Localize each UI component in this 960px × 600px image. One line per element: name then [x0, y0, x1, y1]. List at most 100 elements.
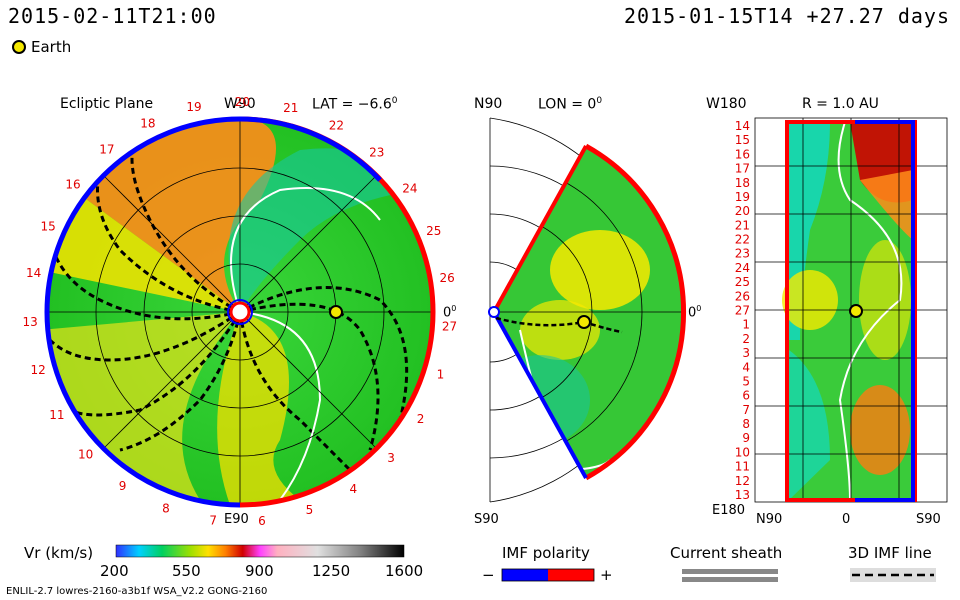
synoptic-tick-25: 25: [735, 275, 750, 289]
right-timestamp: 2015-01-15T14 +27.27 days: [623, 4, 950, 28]
synoptic-n90: N90: [756, 512, 783, 527]
synoptic-tick-22: 22: [735, 233, 750, 247]
earth-legend-label: Earth: [31, 38, 72, 56]
imf-3d-title: 3D IMF line: [848, 544, 932, 562]
meridional-zero: 0: [688, 305, 697, 321]
synoptic-tick-7: 7: [742, 403, 750, 417]
colorbar-tick-200: 200: [100, 562, 129, 580]
lon-text: LON = 0: [538, 96, 597, 113]
synoptic-tick-18: 18: [735, 176, 750, 190]
synoptic-tick-27: 27: [735, 304, 750, 318]
colorbar-tick-550: 550: [172, 562, 201, 580]
rotation-tick-21: 21: [283, 101, 298, 115]
synoptic-tick-9: 9: [742, 431, 750, 445]
rotation-tick-26: 26: [440, 271, 455, 285]
synoptic-tick-10: 10: [735, 445, 750, 459]
synoptic-tick-5: 5: [742, 375, 750, 389]
rotation-tick-4: 4: [349, 482, 357, 496]
synoptic-tick-12: 12: [735, 474, 750, 488]
earth-icon: [12, 40, 26, 54]
rotation-tick-12: 12: [30, 363, 45, 377]
earth-legend: Earth: [12, 38, 71, 56]
synoptic-tick-13: 13: [735, 488, 750, 502]
synoptic-tick-20: 20: [735, 204, 750, 218]
synoptic-title: R = 1.0 AU: [802, 96, 879, 112]
synoptic-tick-23: 23: [735, 247, 750, 261]
synoptic-zero: 0: [842, 512, 851, 527]
synoptic-tick-8: 8: [742, 417, 750, 431]
ecliptic-bottom-label: E90: [224, 512, 249, 527]
polarity-plus: +: [600, 566, 613, 584]
model-credit: ENLIL-2.7 lowres-2160-a3b1f WSA_V2.2 GON…: [6, 586, 268, 597]
synoptic-row-ticks: 1415161718192021222324252627123456789101…: [735, 119, 750, 502]
meridional-bottom-label: S90: [474, 512, 499, 527]
synoptic-tick-1: 1: [742, 318, 750, 332]
ecliptic-lat-label: LAT = −6.60: [312, 96, 398, 113]
rotation-tick-20: 20: [235, 95, 250, 109]
meridional-lon-label: LON = 00: [538, 96, 603, 113]
synoptic-top-left-label: W180: [706, 96, 747, 112]
ecliptic-zero: 0: [443, 305, 452, 321]
current-sheath-swatch: [682, 569, 778, 574]
synoptic-tick-26: 26: [735, 289, 750, 303]
ecliptic-right-label: 00: [443, 304, 457, 321]
polarity-negative-swatch: [502, 569, 548, 581]
synoptic-tick-4: 4: [742, 360, 750, 374]
synoptic-tick-24: 24: [735, 261, 750, 275]
synoptic-tick-2: 2: [742, 332, 750, 346]
ecliptic-rim-negative: [44, 116, 241, 508]
earth-marker-meridional: [577, 315, 591, 329]
rotation-tick-3: 3: [387, 451, 395, 465]
synoptic-tick-19: 19: [735, 190, 750, 204]
rotation-tick-25: 25: [426, 224, 441, 238]
rotation-tick-6: 6: [258, 514, 266, 528]
sun-icon: [229, 301, 251, 323]
colorbar-tick-1250: 1250: [312, 562, 351, 580]
rotation-tick-17: 17: [99, 143, 114, 157]
synoptic-s90: S90: [916, 512, 941, 527]
synoptic-tick-3: 3: [742, 346, 750, 360]
colorbar-tick-1600: 1600: [385, 562, 424, 580]
rotation-tick-11: 11: [49, 408, 64, 422]
rotation-tick-7: 7: [209, 513, 217, 527]
rotation-tick-1: 1: [437, 368, 445, 382]
fast-wind-region-yellow-west: [47, 180, 240, 312]
meridional-top-label: N90: [474, 96, 503, 112]
ecliptic-title: Ecliptic Plane: [60, 96, 154, 112]
synoptic-tick-14: 14: [735, 119, 750, 133]
synoptic-tick-17: 17: [735, 162, 750, 176]
rotation-tick-24: 24: [402, 182, 417, 196]
rotation-tick-27: 27: [442, 320, 457, 334]
rotation-tick-13: 13: [23, 315, 38, 329]
rotation-tick-15: 15: [41, 220, 56, 234]
rotation-tick-9: 9: [119, 479, 127, 493]
synoptic-tick-15: 15: [735, 133, 750, 147]
earth-marker-synoptic: [849, 304, 863, 318]
rotation-tick-2: 2: [417, 412, 425, 426]
current-sheath-title: Current sheath: [670, 544, 783, 562]
synoptic-tick-6: 6: [742, 389, 750, 403]
rotation-tick-22: 22: [329, 118, 344, 132]
earth-marker-ecliptic: [329, 305, 343, 319]
rotation-tick-19: 19: [186, 100, 201, 114]
synoptic-tick-16: 16: [735, 147, 750, 161]
meridional-right-label: 00: [688, 304, 702, 321]
lat-text: LAT = −6.6: [312, 96, 392, 113]
slow-wind-region-cyan: [228, 148, 420, 312]
ecliptic-top-label: W90: [224, 96, 256, 112]
synoptic-tick-21: 21: [735, 218, 750, 232]
rotation-tick-23: 23: [369, 146, 384, 160]
left-timestamp: 2015-02-11T21:00: [8, 4, 217, 28]
meridional-rim: [584, 143, 687, 481]
rotation-tick-16: 16: [65, 178, 80, 192]
rotation-tick-5: 5: [306, 503, 314, 517]
rotation-tick-8: 8: [162, 502, 170, 516]
colorbar-tick-900: 900: [245, 562, 274, 580]
synoptic-bottom-left-label: E180: [712, 503, 746, 518]
imf-polarity-title: IMF polarity: [502, 544, 590, 562]
